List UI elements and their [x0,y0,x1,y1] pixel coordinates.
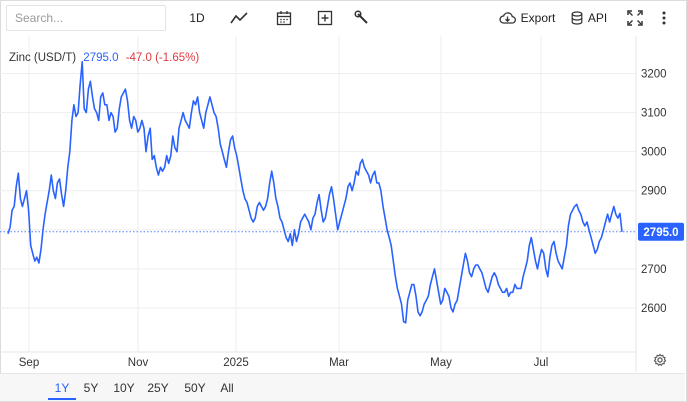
more-vertical-icon [662,11,666,25]
chart-toolbar: 1D Exp [0,0,685,36]
last-price-badge: 2795.0 [638,222,684,241]
api-label: API [587,11,608,25]
x-tick-label: Sep [19,357,39,369]
x-tick-label: Nov [128,357,149,369]
range-button-10y[interactable]: 10Y [113,381,135,395]
export-label: Export [520,11,556,25]
y-tick-label: 3000 [641,147,667,159]
cloud-download-icon [499,12,516,24]
add-compare-button[interactable] [313,6,337,30]
x-tick-label: Jul [534,357,549,369]
range-button-50y[interactable]: 50Y [184,381,206,395]
range-selector-bar: 1Y 5Y 10Y 25Y 50Y All [0,373,685,401]
date-range-button[interactable] [272,6,296,30]
export-button[interactable]: Export [498,6,556,30]
x-tick-label: 2025 [223,357,249,369]
tools-button[interactable] [350,6,374,30]
y-tick-label: 2700 [641,264,667,276]
series-line [7,61,623,324]
database-icon [571,11,583,25]
y-tick-label: 3100 [641,108,667,120]
price-chart: 3200310030002900280027002600SepNov2025Ma… [0,36,684,372]
wrench-icon [354,10,368,24]
legend-symbol-name: Zinc (USD/T) [9,52,77,64]
y-tick-label: 2600 [641,303,667,315]
settings-gear-icon[interactable] [653,353,667,367]
x-tick-label: Mar [329,357,349,369]
more-menu-button[interactable] [656,6,672,30]
y-tick-label: 3200 [641,69,667,81]
interval-button[interactable]: 1D [184,6,210,30]
last-price-label: 2795.0 [643,227,678,239]
legend-change: -47.0 (-1.65%) [125,52,200,64]
range-button-1y[interactable]: 1Y [48,374,76,400]
range-button-all[interactable]: All [220,381,234,395]
range-button-25y[interactable]: 25Y [147,381,169,395]
y-tick-label: 2900 [641,186,667,198]
add-compare-icon [317,10,333,26]
chart-type-button[interactable] [227,6,251,30]
calendar-icon [276,11,292,26]
interval-label: 1D [189,11,205,25]
x-tick-label: May [430,357,452,369]
fullscreen-button[interactable] [624,6,646,30]
fullscreen-icon [627,10,643,26]
search-input[interactable] [6,5,166,31]
chart-legend: Zinc (USD/T) 2795.0 -47.0 (-1.65%) [9,52,199,64]
range-button-5y[interactable]: 5Y [83,381,99,395]
api-button[interactable]: API [570,6,608,30]
legend-price: 2795.0 [83,52,119,64]
line-chart-icon [230,12,248,24]
